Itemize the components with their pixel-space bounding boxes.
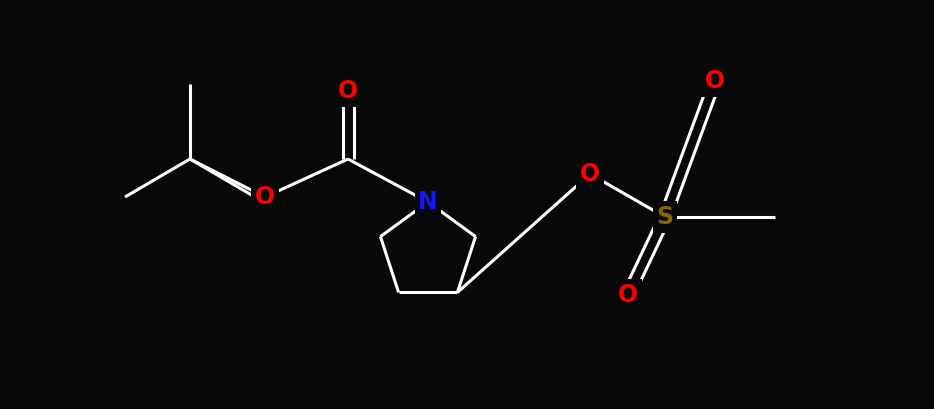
- Text: S: S: [657, 205, 673, 229]
- Text: O: O: [255, 185, 275, 209]
- Text: O: O: [580, 162, 600, 186]
- Text: N: N: [418, 190, 438, 214]
- Text: O: O: [338, 79, 358, 103]
- Text: O: O: [618, 283, 638, 307]
- Text: O: O: [705, 69, 725, 93]
